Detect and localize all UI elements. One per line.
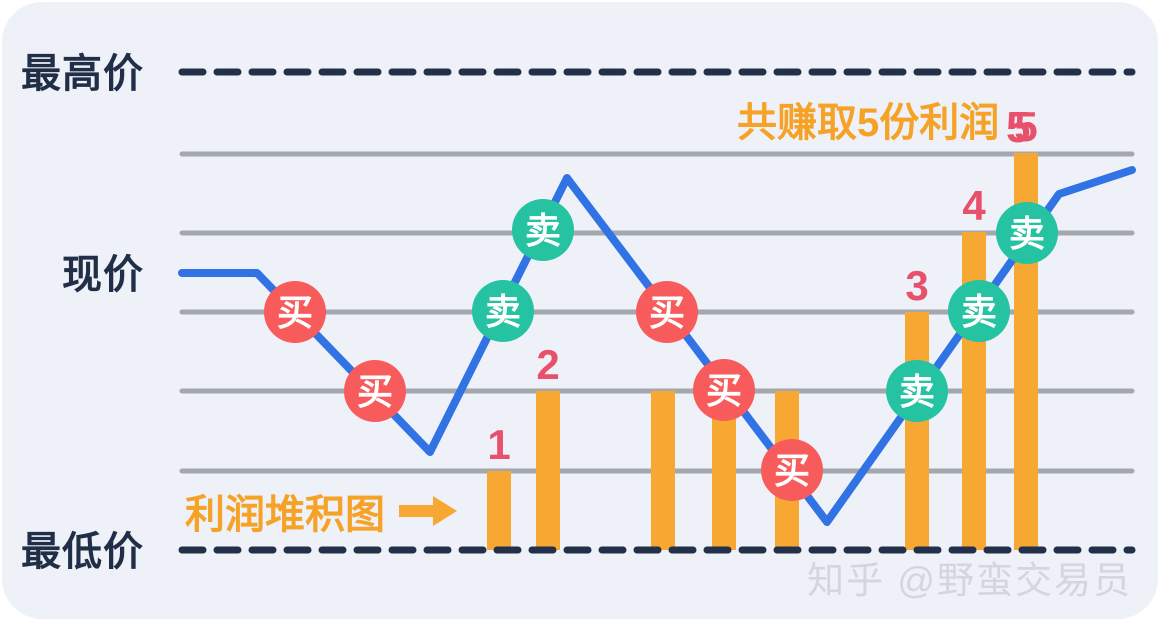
price-line (178, 166, 1136, 526)
sell-marker-label: 卖 (961, 291, 997, 332)
profit-bar (536, 391, 560, 550)
profit-bar-number: 3 (905, 262, 928, 309)
buy-marker (264, 281, 326, 343)
profit-total-annotation: 共赚取5份利润 (737, 101, 1000, 145)
buy-marker-label: 买 (357, 371, 393, 412)
sell-marker (948, 280, 1010, 342)
profit-bar-number: 2 (536, 341, 559, 388)
sell-marker (512, 199, 574, 261)
profit-bar-number: 5 (1014, 103, 1037, 150)
label-highest-price: 最高价 (21, 52, 144, 96)
sell-marker (472, 280, 534, 342)
profit-count-number: 5 (1006, 103, 1031, 152)
profit-stack-annotation: 利润堆积图 (185, 482, 457, 540)
profit-bar (651, 391, 675, 550)
sell-marker-label: 卖 (899, 371, 935, 412)
buy-marker (344, 360, 406, 422)
sell-marker-label: 卖 (525, 210, 561, 251)
profit-bar-number: 1 (487, 421, 510, 468)
arrow-shaft (399, 505, 435, 517)
profit-bar-number: 4 (962, 182, 986, 229)
sell-marker-label: 卖 (1009, 213, 1045, 254)
buy-marker-label: 买 (649, 292, 685, 333)
profit-bar (905, 312, 929, 550)
buy-marker (693, 359, 755, 421)
buy-marker (761, 439, 823, 501)
sell-marker (886, 360, 948, 422)
right-arrow-icon (399, 496, 457, 526)
sell-marker-label: 卖 (485, 291, 521, 332)
watermark: 知乎 @野蛮交易员 (807, 560, 1132, 601)
arrow-head (433, 496, 457, 526)
profit-bar (487, 471, 511, 550)
buy-marker-label: 买 (277, 292, 313, 333)
sell-marker (996, 202, 1058, 264)
profit-bar (962, 232, 986, 550)
buy-marker-label: 买 (706, 370, 742, 411)
profit-stack-label: 利润堆积图 (185, 493, 385, 537)
label-current-price: 现价 (62, 253, 144, 297)
buy-marker (636, 281, 698, 343)
label-lowest-price: 最低价 (21, 530, 144, 574)
buy-marker-label: 买 (774, 450, 810, 491)
